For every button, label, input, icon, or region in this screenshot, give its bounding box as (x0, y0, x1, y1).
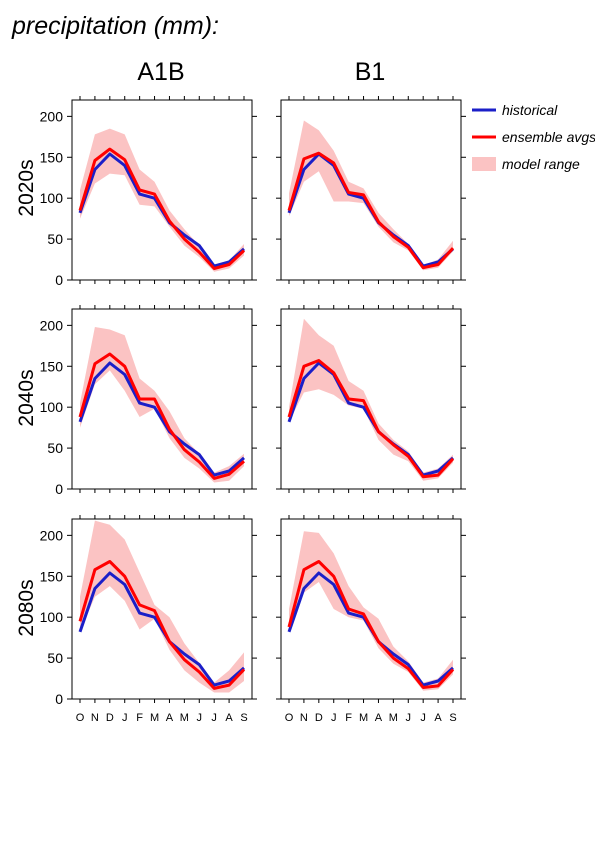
panel-a1b-2040s: 0 50 100 150 200 (40, 305, 257, 497)
y-tick-label: 200 (40, 317, 64, 333)
x-tick-label: M (389, 712, 398, 724)
chart-title: precipitation (mm): (12, 12, 219, 40)
x-tick-label: M (150, 712, 159, 724)
y-tick-label: 150 (40, 358, 64, 374)
model-range-band (289, 120, 453, 271)
ensemble-line (287, 151, 455, 270)
panel-b1-2020s (276, 96, 466, 284)
x-tick-label: J (211, 712, 217, 724)
x-tick-label: A (434, 712, 442, 724)
ensemble-line (78, 352, 245, 480)
legend-range-swatch (472, 157, 496, 171)
x-tick-label: A (225, 712, 233, 724)
x-tick-label: A (166, 712, 174, 724)
x-tick-label: N (91, 712, 99, 724)
y-tick-label: 50 (47, 231, 63, 247)
x-tick-label: J (331, 712, 337, 724)
x-tick-label: J (122, 712, 128, 724)
column-header-a1b: A1B (137, 58, 185, 86)
y-tick-label: 100 (40, 609, 64, 625)
x-tick-label: S (449, 712, 456, 724)
y-tick-label: 100 (40, 190, 64, 206)
ensemble-line (287, 359, 455, 479)
x-tick-label: N (300, 712, 308, 724)
x-tick-label: F (136, 712, 143, 724)
x-tick-label: O (76, 712, 85, 724)
ensemble-line (78, 560, 246, 690)
panel-frame (280, 308, 462, 490)
ensemble-line (78, 147, 246, 270)
y-tick-label: 200 (40, 527, 64, 543)
legend-historical-label: historical (502, 102, 558, 118)
panel-frame (280, 518, 462, 700)
panel-frame (280, 99, 462, 281)
x-tick-label: M (180, 712, 189, 724)
y-tick-label: 0 (55, 691, 63, 707)
model-range-band (289, 318, 453, 481)
x-tick-label: D (315, 712, 323, 724)
panel-frame (71, 518, 253, 700)
y-tick-label: 150 (40, 568, 64, 584)
x-tick-label: J (406, 712, 412, 724)
historical-line (78, 361, 245, 477)
x-tick-label: F (345, 712, 352, 724)
panel-a1b-2020s: 0 50 100 150 200 (40, 96, 257, 288)
y-tick-label: 50 (47, 440, 63, 456)
x-tick-label: A (375, 712, 383, 724)
y-tick-label: 0 (55, 481, 63, 497)
ensemble-line (287, 560, 455, 689)
column-header-b1: B1 (354, 58, 386, 86)
x-tick-label: O (285, 712, 294, 724)
model-range-band (80, 520, 244, 693)
panel-b1-2040s (276, 305, 466, 493)
x-tick-label: S (240, 712, 247, 724)
y-tick-label: 0 (55, 272, 63, 288)
panel-frame (71, 99, 253, 281)
model-range-band (80, 327, 244, 483)
x-tick-label: J (197, 712, 203, 724)
x-tick-label: D (106, 712, 114, 724)
model-range-band (289, 531, 453, 691)
y-tick-label: 150 (40, 149, 64, 165)
panel-frame (71, 308, 253, 490)
legend: historical ensemble avgs model range (472, 102, 595, 172)
x-tick-label: M (359, 712, 368, 724)
x-tick-label: J (420, 712, 426, 724)
legend-ensemble-label: ensemble avgs (502, 129, 595, 145)
y-tick-label: 200 (40, 108, 64, 124)
legend-range-label: model range (502, 156, 580, 172)
model-range-band (80, 128, 244, 272)
y-tick-label: 50 (47, 650, 63, 666)
y-tick-label: 100 (40, 399, 64, 415)
